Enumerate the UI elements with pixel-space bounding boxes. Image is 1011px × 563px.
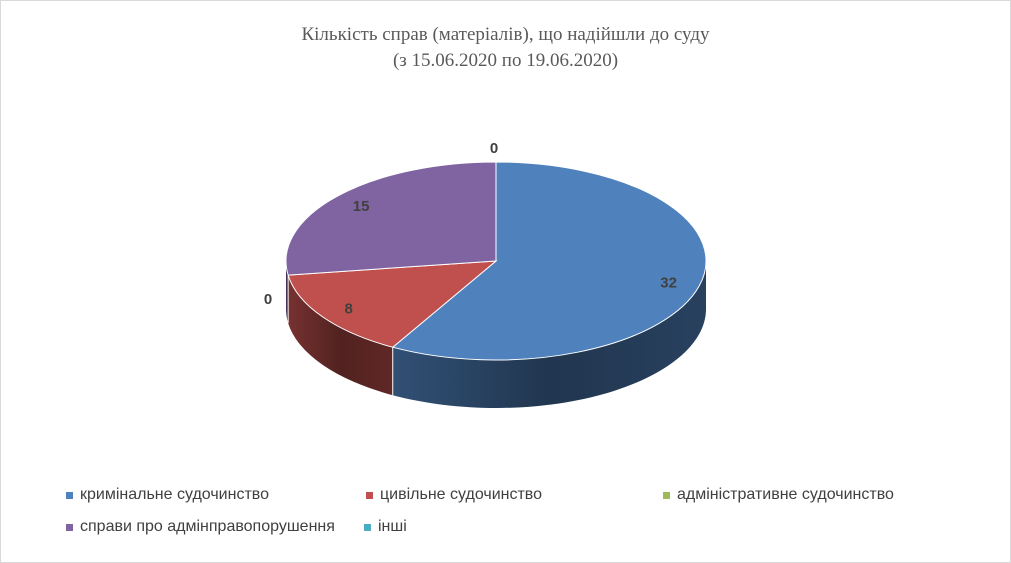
pie-side-admin-offenses <box>286 261 289 324</box>
pie-side-civil <box>288 275 393 396</box>
chart-title: Кількість справ (матеріалів), що надійшл… <box>301 24 710 45</box>
chart-title-block: Кількість справ (матеріалів), що надійшл… <box>0 22 1011 74</box>
data-label-criminal: 32 <box>660 274 677 291</box>
legend-swatch-other <box>364 523 371 531</box>
pie-side-criminal <box>392 261 706 408</box>
legend-item-civil: цивільне судочинство <box>366 486 542 504</box>
data-labels: 32 8 0 15 0 <box>264 140 677 317</box>
data-label-admin-offenses: 15 <box>353 198 370 215</box>
pie-slice-admin-offenses <box>285 161 497 276</box>
pie-slice-civil <box>287 260 498 348</box>
pie-slice-criminal <box>391 161 707 361</box>
legend-label-other: інші <box>378 518 407 535</box>
legend-item-administrative: адміністративне судочинство <box>663 486 894 504</box>
legend-swatch-admin-offenses <box>66 523 73 531</box>
legend-swatch-administrative <box>663 491 670 499</box>
legend: кримінальне судочинство цивільне судочин… <box>66 486 966 550</box>
data-label-other: 0 <box>490 140 498 157</box>
legend-item-criminal: кримінальне судочинство <box>66 486 269 504</box>
legend-label-criminal: кримінальне судочинство <box>80 486 269 503</box>
pie-side-walls <box>286 261 706 408</box>
legend-swatch-criminal <box>66 491 73 499</box>
chart-subtitle: (з 15.06.2020 по 19.06.2020) <box>392 50 619 71</box>
legend-label-civil: цивільне судочинство <box>380 486 543 503</box>
data-label-administrative: 0 <box>264 291 272 308</box>
legend-row-2: справи про адмінправопорушення інші <box>66 518 966 550</box>
legend-item-admin-offenses: справи про адмінправопорушення <box>66 518 335 536</box>
legend-swatch-civil <box>366 491 373 499</box>
data-label-civil: 8 <box>344 300 352 317</box>
legend-row-1: кримінальне судочинство цивільне судочин… <box>66 486 966 518</box>
legend-item-other: інші <box>364 518 407 536</box>
legend-label-administrative: адміністративне судочинство <box>677 486 894 503</box>
legend-label-admin-offenses: справи про адмінправопорушення <box>80 518 335 535</box>
pie-top <box>285 161 707 361</box>
